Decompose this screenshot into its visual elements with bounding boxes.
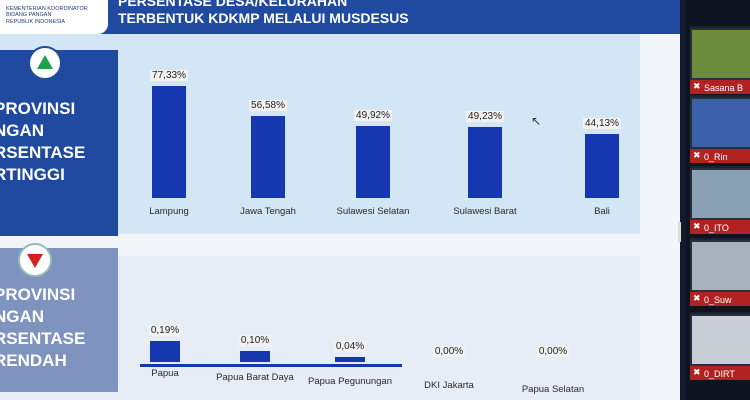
high-value-label: 49,92% — [354, 110, 392, 121]
slide-header: KEMENTERIAN KOORDINATOR BIDANG PANGAN RE… — [0, 0, 680, 34]
high-label-line: NGAN — [0, 121, 45, 140]
low-chart-baseline — [140, 364, 402, 367]
muted-mic-icon: ✖ — [693, 81, 701, 91]
low-province-label-box: PROVINSI NGAN RSENTASE RENDAH — [0, 248, 118, 392]
high-category-label: Sulawesi Selatan — [336, 206, 410, 217]
high-label-text: PROVINSI NGAN RSENTASE RTINGGI — [0, 98, 85, 186]
participant-tile[interactable]: ✖ Sasana B — [690, 26, 750, 94]
low-value-label: 0,19% — [148, 325, 182, 336]
high-category-label: Jawa Tengah — [240, 206, 296, 217]
logo-line: REPUBLIK INDONESIA — [6, 18, 65, 25]
low-value-label: 0,04% — [333, 341, 367, 352]
high-category-label: Lampung — [149, 206, 189, 217]
low-bar — [335, 357, 365, 362]
participant-name: 0_ITO — [704, 223, 729, 233]
title-line-1: PERSENTASE DESA/KELURAHAN — [118, 0, 348, 9]
high-category-label: Bali — [594, 206, 610, 217]
low-label-text: PROVINSI NGAN RSENTASE RENDAH — [0, 284, 85, 372]
triangle-up-icon — [28, 46, 62, 80]
low-label-line: PROVINSI — [0, 285, 76, 304]
high-value-label: 56,58% — [249, 100, 287, 111]
high-bar — [356, 126, 390, 198]
participant-tile[interactable]: ✖ 0_Suw — [690, 238, 750, 306]
low-label-line: NGAN — [0, 307, 45, 326]
participant-tile[interactable]: ✖ 0_ITO — [690, 166, 750, 234]
high-value-label: 44,13% — [583, 118, 621, 129]
high-bar — [585, 134, 619, 198]
muted-mic-icon: ✖ — [693, 367, 701, 377]
mouse-cursor-icon: ↖ — [531, 114, 542, 128]
high-category-label: Sulawesi Barat — [453, 206, 517, 217]
participant-name-bar — [690, 366, 750, 380]
participant-name: 0_DIRT — [704, 369, 735, 379]
low-category-label: Papua Pegunungan — [308, 376, 392, 387]
low-value-label: 0,10% — [238, 335, 272, 346]
participant-name-bar — [690, 220, 750, 234]
low-bar — [150, 341, 180, 362]
participant-name: Sasana B — [704, 83, 744, 93]
participant-video — [692, 170, 750, 218]
participant-name: 0_Rin — [704, 152, 728, 162]
muted-mic-icon: ✖ — [693, 150, 701, 160]
high-province-label-box: PROVINSI NGAN RSENTASE RTINGGI — [0, 50, 118, 236]
high-value-label: 77,33% — [150, 70, 188, 81]
low-category-label: Papua — [151, 368, 179, 379]
low-label-line: RSENTASE — [0, 329, 86, 348]
presentation-screen: KEMENTERIAN KOORDINATOR BIDANG PANGAN RE… — [0, 0, 680, 400]
high-bar — [251, 116, 285, 198]
muted-mic-icon: ✖ — [693, 221, 701, 231]
participant-video — [692, 242, 750, 290]
high-label-line: RSENTASE — [0, 143, 86, 162]
participant-name: 0_Suw — [704, 295, 732, 305]
high-label-line: RTINGGI — [0, 165, 65, 184]
low-bar — [240, 351, 270, 362]
high-bar — [468, 127, 502, 198]
low-value-label: 0,00% — [432, 346, 466, 357]
logo-line: BIDANG PANGAN — [6, 12, 52, 19]
high-bar — [152, 86, 186, 198]
participant-name-bar — [690, 80, 750, 94]
participant-tile[interactable]: ✖ 0_DIRT — [690, 312, 750, 380]
low-label-line: RENDAH — [0, 351, 67, 370]
high-label-line: PROVINSI — [0, 99, 76, 118]
participant-video — [692, 30, 750, 78]
high-value-label: 49,23% — [466, 111, 504, 122]
low-category-label: Papua Selatan — [521, 384, 585, 395]
low-category-label: Papua Barat Daya — [216, 372, 294, 383]
low-category-label: DKI Jakarta — [424, 380, 474, 391]
low-value-label: 0,00% — [536, 346, 570, 357]
triangle-down-icon — [18, 243, 52, 277]
participant-video — [692, 99, 750, 147]
participant-name-bar — [690, 149, 750, 163]
slide-title: PERSENTASE DESA/KELURAHAN TERBENTUK KDKM… — [118, 0, 409, 27]
ministry-logo: KEMENTERIAN KOORDINATOR BIDANG PANGAN RE… — [0, 0, 108, 34]
logo-line: KEMENTERIAN KOORDINATOR — [6, 6, 88, 12]
participant-video — [692, 316, 750, 364]
participant-tile[interactable]: ✖ 0_Rin — [690, 95, 750, 163]
muted-mic-icon: ✖ — [693, 293, 701, 303]
screen-edge-marker — [678, 222, 681, 242]
title-line-2: TERBENTUK KDKMP MELALUI MUSDESUS — [118, 10, 409, 26]
participant-name-bar — [690, 292, 750, 306]
